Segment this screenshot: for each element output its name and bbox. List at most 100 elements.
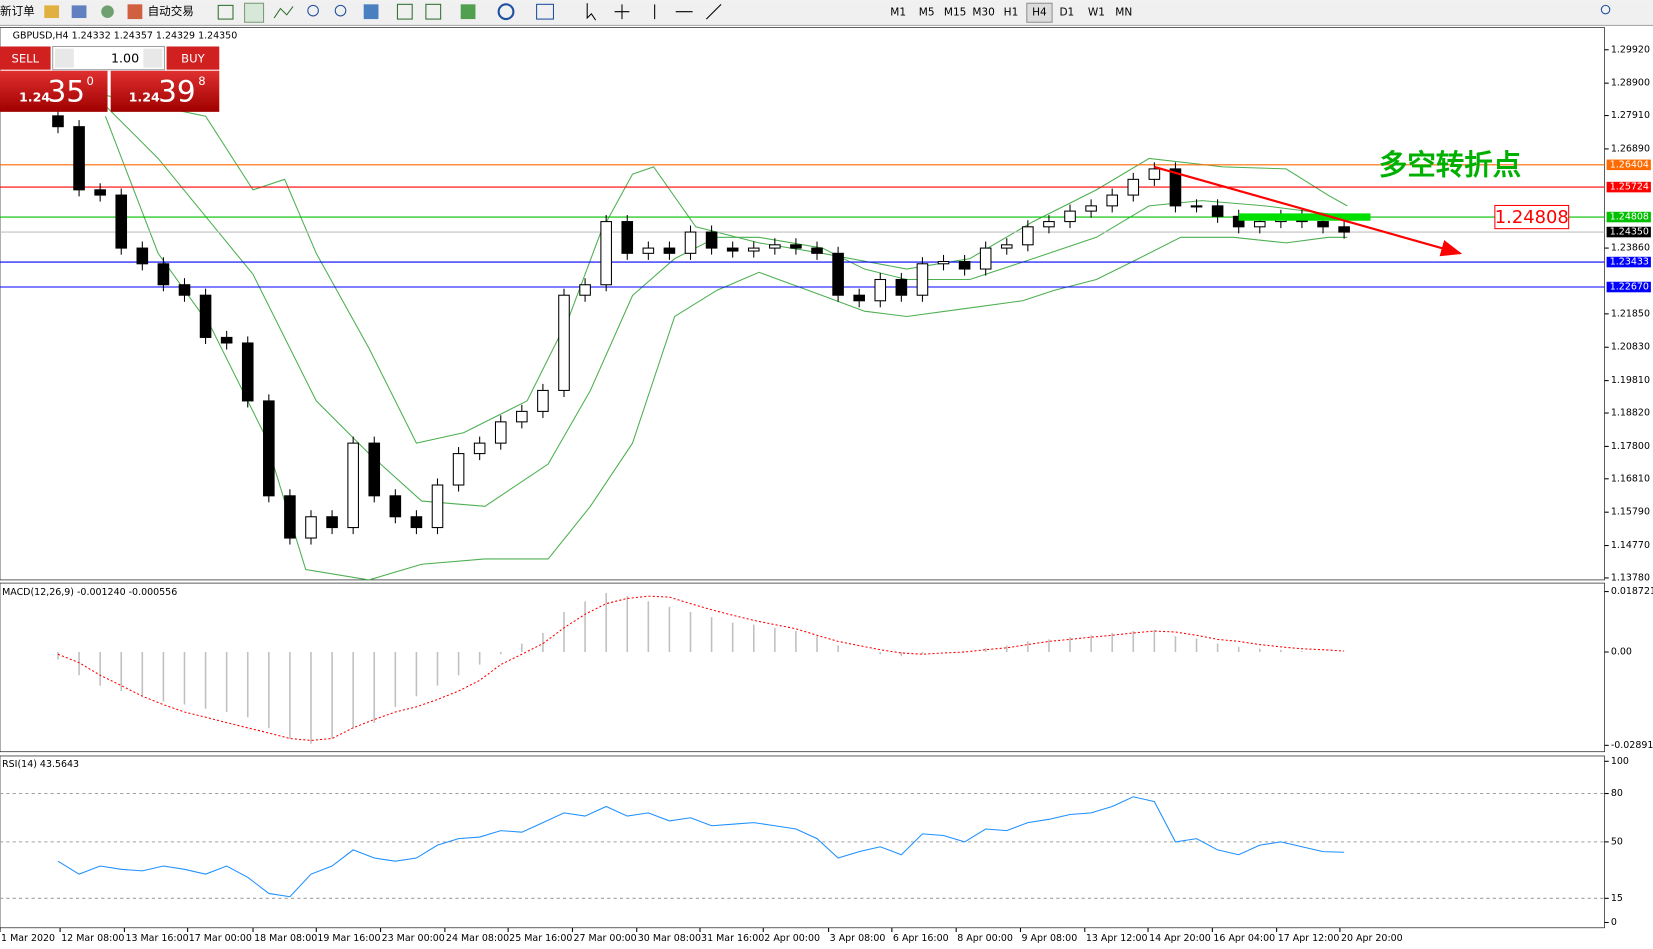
- icon[interactable]: [536, 3, 554, 20]
- icon[interactable]: [71, 5, 87, 19]
- icon[interactable]: [460, 4, 476, 20]
- x-tick-label: 18 Mar 08:00: [254, 933, 317, 944]
- price-tag: [1606, 281, 1651, 293]
- candle-body: [431, 484, 444, 529]
- active-timeframe[interactable]: [1026, 2, 1053, 23]
- candle-body: [347, 442, 359, 529]
- timeframe[interactable]: H4: [1032, 7, 1047, 19]
- price-label-box: [1494, 204, 1570, 230]
- lot-up[interactable]: [143, 48, 163, 68]
- y-tick-label: 1.20830: [1611, 342, 1650, 353]
- candle-body: [769, 244, 781, 249]
- timeframe[interactable]: H1: [1004, 7, 1019, 19]
- price-tag: [1606, 256, 1651, 268]
- candle-body: [1211, 205, 1224, 217]
- search-icon[interactable]: [1600, 4, 1611, 15]
- candle-body: [1000, 244, 1013, 249]
- sell-button[interactable]: [0, 46, 51, 70]
- candle-body: [874, 278, 887, 302]
- y-tick-label: -0.028913: [1611, 740, 1653, 751]
- candle-body: [979, 247, 992, 270]
- new-order[interactable]: 新订单: [0, 4, 35, 18]
- x-tick-label: 19 Mar 16:00: [317, 933, 380, 944]
- candle-body: [263, 400, 275, 497]
- icon[interactable]: [127, 4, 143, 20]
- sell-label[interactable]: SELL: [12, 52, 40, 66]
- x-tick-label: 1 Mar 2020: [1, 933, 55, 944]
- candle-body: [1127, 178, 1140, 196]
- annotation: 多空转折点: [1379, 149, 1521, 182]
- lot-input[interactable]: [52, 45, 165, 71]
- buy-price-box[interactable]: [110, 70, 220, 112]
- x-tick-label: 23 Mar 00:00: [382, 933, 445, 944]
- icon[interactable]: [44, 5, 60, 19]
- candle-body: [389, 495, 402, 518]
- x-tick-label: 31 Mar 16:00: [701, 933, 764, 944]
- bollinger-band: [105, 94, 1348, 444]
- bollinger-band: [104, 115, 1348, 581]
- candle-body: [473, 442, 486, 455]
- candle-body: [621, 221, 634, 254]
- candle-body: [115, 194, 128, 249]
- lot-down[interactable]: [54, 48, 74, 68]
- icon[interactable]: [396, 3, 413, 20]
- y-tick-label: 1.29920: [1611, 44, 1650, 55]
- timeframe[interactable]: D1: [1059, 7, 1074, 19]
- icon[interactable]: [307, 4, 319, 17]
- icon[interactable]: [425, 3, 442, 20]
- candle-body: [642, 247, 655, 254]
- buy-pips: 39: [158, 74, 196, 108]
- price-tag-label: 1.26404: [1610, 159, 1649, 170]
- sell-price-box[interactable]: [0, 70, 108, 112]
- buy-label[interactable]: BUY: [181, 52, 205, 66]
- x-tick-label: 8 Apr 00:00: [957, 933, 1013, 944]
- candle-body: [199, 294, 212, 338]
- price-tag-label: 1.22670: [1610, 282, 1649, 293]
- timeframe[interactable]: M15: [944, 7, 967, 19]
- icon[interactable]: [334, 4, 347, 17]
- candle-body: [94, 189, 106, 196]
- candle-body: [663, 247, 676, 254]
- lot-value[interactable]: 1.00: [111, 51, 139, 66]
- timeframe[interactable]: W1: [1088, 7, 1105, 19]
- buy-button[interactable]: [166, 46, 220, 70]
- candle-body: [1190, 205, 1203, 208]
- y-tick-label: 1.18820: [1611, 408, 1650, 419]
- candle-body: [600, 221, 612, 286]
- icon[interactable]: [363, 4, 379, 20]
- price-tag-label: 1.24808: [1610, 212, 1649, 223]
- timeframe[interactable]: MN: [1115, 7, 1132, 19]
- icon[interactable]: [654, 3, 722, 20]
- timeframe[interactable]: M30: [972, 7, 995, 19]
- toolbar-group: 新订单 自动交易: [0, 2, 1611, 23]
- y-tick-label: 1.16810: [1611, 473, 1650, 484]
- candle-body: [157, 263, 170, 286]
- icon[interactable]: [586, 3, 597, 21]
- icon[interactable]: [273, 6, 294, 19]
- candle-body: [494, 421, 507, 444]
- buy-big-figure: 1.24: [129, 90, 160, 105]
- candle-body: [958, 260, 971, 270]
- auto-trading[interactable]: 自动交易: [148, 4, 194, 18]
- candle-body: [410, 516, 423, 529]
- icon[interactable]: [217, 4, 234, 20]
- buy-fraction: 8: [198, 74, 205, 88]
- x-tick-label: 27 Mar 00:00: [573, 933, 636, 944]
- candle-body: [895, 278, 908, 296]
- timeframe[interactable]: M5: [919, 7, 935, 19]
- trade-panel: SELL 1.00 BUY 1.24 35 0 1.24 39 8: [0, 45, 220, 112]
- icon[interactable]: [101, 5, 114, 19]
- icon[interactable]: [614, 4, 630, 20]
- candle-body: [579, 284, 591, 296]
- icon[interactable]: [244, 2, 265, 23]
- candle-body: [832, 252, 844, 296]
- candle-body: [516, 410, 528, 423]
- timeframe[interactable]: M1: [890, 7, 906, 19]
- icon[interactable]: [497, 3, 515, 21]
- candle-body: [1148, 168, 1161, 180]
- signal-line: [57, 595, 1345, 742]
- candle-body: [558, 294, 570, 391]
- candle-body: [284, 495, 296, 539]
